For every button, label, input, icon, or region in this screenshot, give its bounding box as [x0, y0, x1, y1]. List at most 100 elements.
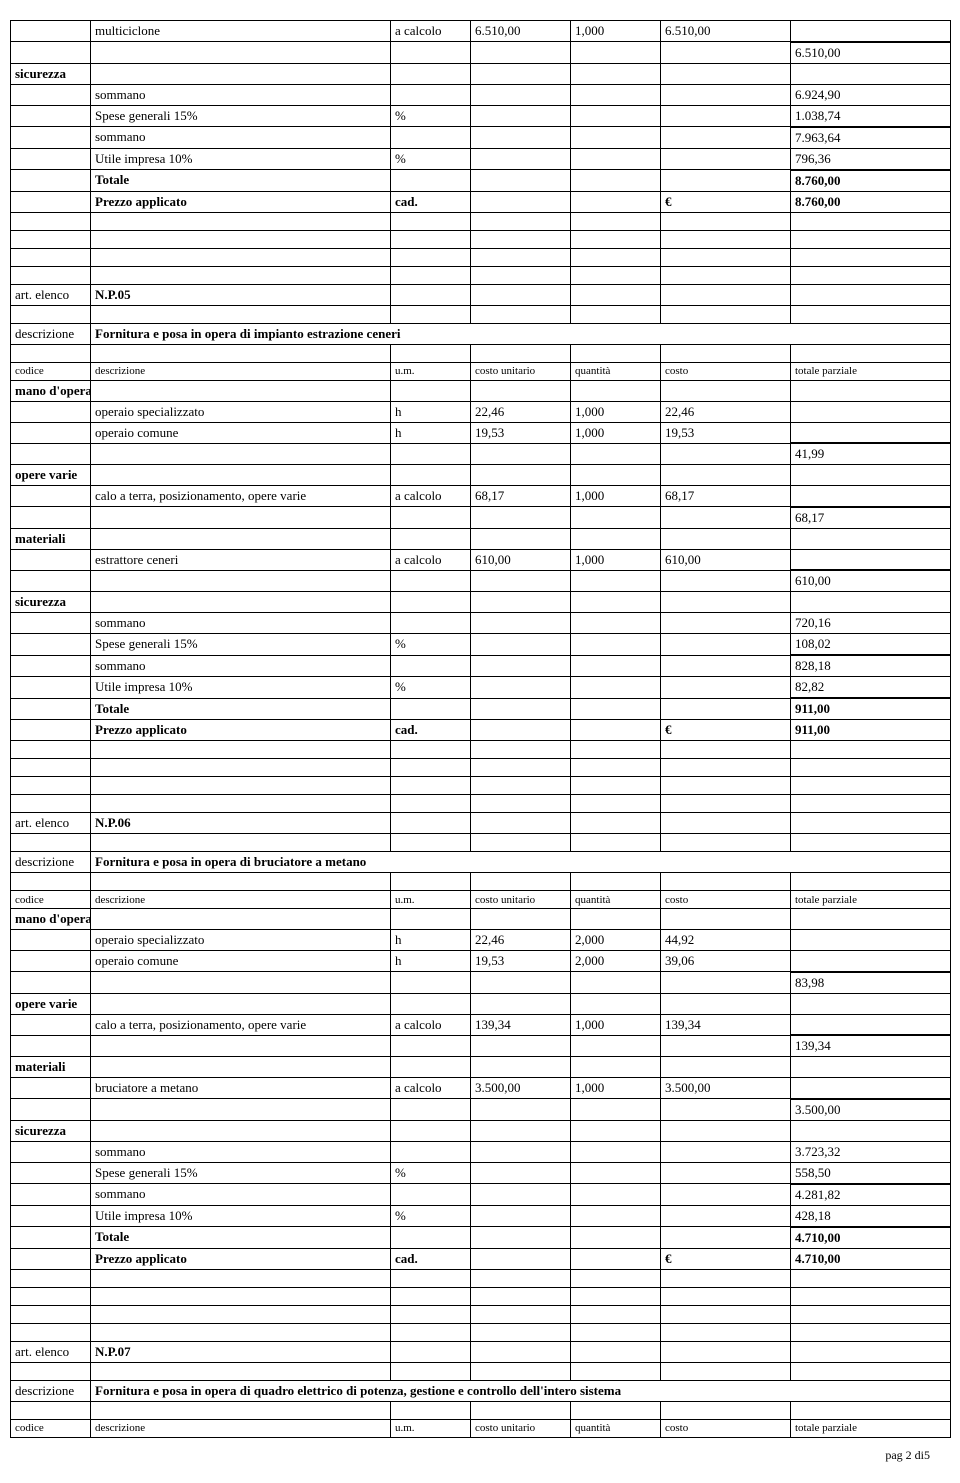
descr-label: descrizione — [11, 323, 91, 344]
np06-title: Fornitura e posa in opera di bruciatore … — [91, 852, 951, 873]
val: 22,46 — [471, 930, 571, 951]
hdr-codice: codice — [11, 891, 91, 909]
empty-row — [11, 1305, 951, 1323]
sommano-label: sommano — [91, 127, 391, 149]
elenco-label: art. elenco — [11, 1341, 91, 1362]
empty-row — [11, 759, 951, 777]
val: 4.710,00 — [791, 1227, 951, 1249]
utile-label: Utile impresa 10% — [91, 148, 391, 170]
row-descr: descrizioneFornitura e posa in opera di … — [11, 323, 951, 344]
calo-label: calo a terra, posizionamento, opere vari… — [91, 1014, 391, 1035]
val: 610,00 — [471, 549, 571, 570]
val: 108,02 — [791, 634, 951, 656]
empty-row — [11, 741, 951, 759]
row-mat: bruciatore a metanoa calcolo3.500,001,00… — [11, 1078, 951, 1099]
utile-label: Utile impresa 10% — [91, 1205, 391, 1227]
mano-total: 41,99 — [791, 443, 951, 465]
elenco-label: art. elenco — [11, 284, 91, 305]
val: 4.710,00 — [791, 1248, 951, 1269]
sommano-label: sommano — [91, 1141, 391, 1162]
val: 4.281,82 — [791, 1184, 951, 1206]
val: 828,18 — [791, 655, 951, 677]
val: 1,000 — [571, 486, 661, 507]
cad: cad. — [391, 191, 471, 212]
row-multiciclone: multiciclonea calcolo6.510,001,0006.510,… — [11, 21, 951, 42]
val: 19,53 — [471, 951, 571, 972]
cost: 6.510,00 — [661, 21, 791, 42]
hdr-tp: totale parziale — [791, 891, 951, 909]
row-mano: mano d'opera — [11, 380, 951, 401]
hdr-costo: costo — [661, 362, 791, 380]
hdr-cu: costo unitario — [471, 1419, 571, 1437]
hdr-cu: costo unitario — [471, 891, 571, 909]
row-utile: Utile impresa 10%%428,18 — [11, 1205, 951, 1227]
row-opvarie: opere varie — [11, 465, 951, 486]
row-prezzo: Prezzo applicatocad.€911,00 — [11, 720, 951, 741]
np07-title: Fornitura e posa in opera di quadro elet… — [91, 1380, 951, 1401]
val: 3.723,32 — [791, 1141, 951, 1162]
materiali-label: materiali — [11, 1057, 91, 1078]
sommano-label: sommano — [91, 613, 391, 634]
val: 558,50 — [791, 1162, 951, 1184]
prezzo-label: Prezzo applicato — [91, 1248, 391, 1269]
h: h — [391, 401, 471, 422]
row-materiali: materiali — [11, 1057, 951, 1078]
acalc: a calcolo — [391, 486, 471, 507]
row-mano-tot: 83,98 — [11, 972, 951, 994]
row-spese: Spese generali 15%%1.038,74 — [11, 105, 951, 127]
empty-row — [11, 1323, 951, 1341]
row-utile: Utile impresa 10%%796,36 — [11, 148, 951, 170]
val: 428,18 — [791, 1205, 951, 1227]
val: 44,92 — [661, 930, 791, 951]
val: 1,000 — [571, 1078, 661, 1099]
val: 39,06 — [661, 951, 791, 972]
hdr-um: u.m. — [391, 362, 471, 380]
pct: % — [391, 634, 471, 656]
sommano-label: sommano — [91, 84, 391, 105]
h: h — [391, 422, 471, 443]
sommano-label: sommano — [91, 1184, 391, 1206]
row-sommano1: sommano720,16 — [11, 613, 951, 634]
h: h — [391, 930, 471, 951]
empty-row — [11, 212, 951, 230]
sommano-value: 6.924,90 — [791, 84, 951, 105]
val: 3.500,00 — [791, 1099, 951, 1121]
hdr-descrizione: descrizione — [91, 891, 391, 909]
operaio-spec: operaio specializzato — [91, 401, 391, 422]
pct: % — [391, 105, 471, 127]
val: 19,53 — [471, 422, 571, 443]
val: 82,82 — [791, 677, 951, 699]
empty-row — [11, 795, 951, 813]
totale-label: Totale — [91, 1227, 391, 1249]
totale-label: Totale — [91, 170, 391, 192]
descr-label: descrizione — [11, 1380, 91, 1401]
row-mat-tot: 610,00 — [11, 570, 951, 592]
val: 3.500,00 — [661, 1078, 791, 1099]
materiali-label: materiali — [11, 528, 91, 549]
acalc: a calcolo — [391, 1078, 471, 1099]
val: 139,34 — [471, 1014, 571, 1035]
cad: cad. — [391, 1248, 471, 1269]
val: 3.500,00 — [471, 1078, 571, 1099]
val: 139,34 — [791, 1035, 951, 1057]
hdr-quantita: quantità — [571, 362, 661, 380]
val: 68,17 — [661, 486, 791, 507]
row-totale: Totale911,00 — [11, 698, 951, 720]
acalc: a calcolo — [391, 1014, 471, 1035]
hdr-um: u.m. — [391, 1419, 471, 1437]
hdr-descrizione: descrizione — [91, 362, 391, 380]
row-art-elenco: art. elencoN.P.06 — [11, 813, 951, 834]
row-totale: Totale8.760,00 — [11, 170, 951, 192]
row-prezzo: Prezzo applicatocad.€8.760,00 — [11, 191, 951, 212]
h: h — [391, 951, 471, 972]
operaio-spec: operaio specializzato — [91, 930, 391, 951]
utile-value: 796,36 — [791, 148, 951, 170]
page-footer: pag 2 di5 — [10, 1448, 950, 1463]
row-header: codicedescrizioneu.m.costo unitarioquant… — [11, 891, 951, 909]
row-subtotal: 6.510,00 — [11, 42, 951, 64]
um-acalcolo: a calcolo — [391, 21, 471, 42]
row-com: operaio comuneh19,531,00019,53 — [11, 422, 951, 443]
row-mat: estrattore ceneria calcolo610,001,000610… — [11, 549, 951, 570]
pct: % — [391, 1162, 471, 1184]
val: 2,000 — [571, 930, 661, 951]
